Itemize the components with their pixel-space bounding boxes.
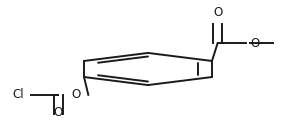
Text: O: O	[54, 106, 63, 119]
Text: Cl: Cl	[12, 88, 24, 101]
Text: O: O	[213, 6, 222, 19]
Text: O: O	[250, 37, 260, 50]
Text: O: O	[71, 88, 81, 101]
